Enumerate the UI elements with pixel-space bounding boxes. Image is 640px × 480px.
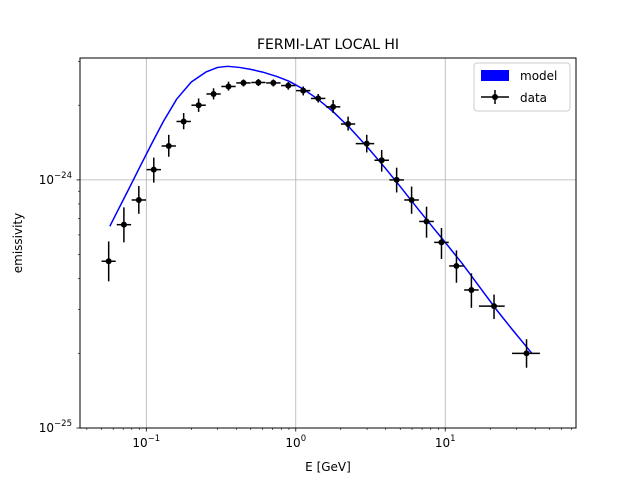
data-point <box>176 113 191 130</box>
data-marker <box>165 142 172 149</box>
data-marker <box>120 221 127 228</box>
data-marker <box>135 196 142 203</box>
legend-data-marker <box>481 90 509 104</box>
data-point <box>266 79 281 87</box>
data-point <box>161 134 176 157</box>
data-marker <box>270 79 277 86</box>
data-point <box>116 207 132 243</box>
data-point <box>101 241 116 282</box>
data-marker <box>423 218 430 225</box>
data-marker <box>240 79 247 86</box>
data-marker <box>363 140 370 147</box>
data-marker <box>393 176 400 183</box>
data-point <box>206 88 221 100</box>
data-point <box>311 93 326 103</box>
plot-frame <box>79 57 577 429</box>
data-marker <box>210 90 217 97</box>
data-marker <box>315 95 322 102</box>
legend: model data <box>473 62 571 112</box>
chart-title: FERMI-LAT LOCAL HI <box>257 37 399 53</box>
x-axis-label: E [GeV] <box>305 460 351 474</box>
data-point <box>281 82 296 90</box>
data-point <box>389 167 404 193</box>
data-point <box>251 79 266 87</box>
data-point <box>355 134 375 153</box>
data-point <box>236 79 251 87</box>
data-point <box>146 157 161 183</box>
data-marker <box>378 157 385 164</box>
y-axis-label: emissivity <box>11 213 25 274</box>
data-marker <box>523 350 530 357</box>
data-point <box>325 99 341 114</box>
data-marker <box>150 166 157 173</box>
data-series <box>101 79 540 368</box>
plot-area <box>80 58 576 428</box>
data-marker <box>300 87 307 94</box>
data-marker <box>105 258 112 265</box>
data-marker <box>225 83 232 90</box>
data-marker <box>330 103 337 110</box>
data-point <box>131 185 146 214</box>
data-marker <box>180 118 187 125</box>
data-point <box>478 294 505 320</box>
data-marker <box>453 262 460 269</box>
data-point <box>191 98 206 112</box>
data-marker <box>195 102 202 109</box>
data-marker <box>468 286 475 293</box>
data-marker <box>255 79 262 86</box>
data-point <box>434 227 449 259</box>
legend-model-swatch <box>481 70 509 81</box>
data-marker <box>408 196 415 203</box>
data-point <box>512 339 540 368</box>
data-marker <box>345 121 352 128</box>
data-marker <box>285 82 292 89</box>
data-marker <box>438 239 445 246</box>
data-point <box>449 250 464 283</box>
data-point <box>374 149 389 172</box>
data-point <box>464 273 479 308</box>
data-point <box>340 116 356 131</box>
data-point <box>221 81 236 91</box>
data-marker <box>491 303 498 310</box>
data-point <box>296 86 311 96</box>
data-point <box>404 186 419 214</box>
data-point <box>419 206 434 238</box>
legend-data-label: data <box>520 91 547 105</box>
legend-model-label: model <box>520 69 557 83</box>
